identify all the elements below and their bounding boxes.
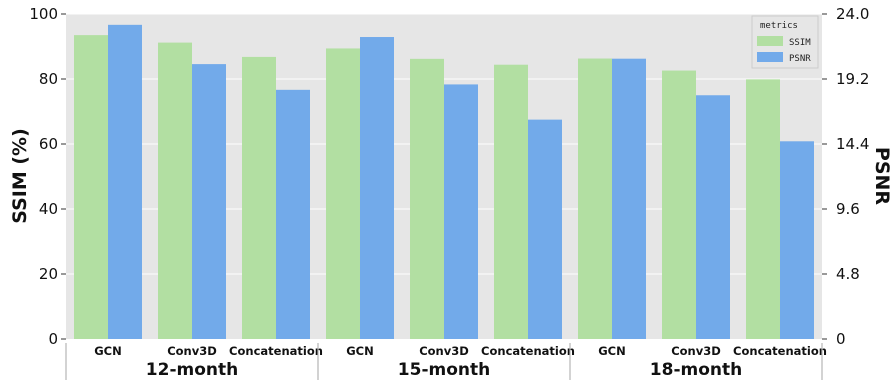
bar-ssim	[578, 58, 612, 340]
bar-psnr	[444, 84, 478, 340]
category-label: Concatenation	[229, 344, 323, 358]
legend-swatch-psnr	[757, 52, 783, 62]
left-tick-label: 100	[29, 5, 58, 23]
legend-swatch-ssim	[757, 36, 783, 46]
bar-psnr	[696, 95, 730, 339]
left-tick-label: 20	[39, 265, 58, 283]
category-label: GCN	[598, 344, 626, 358]
category-label: Conv3D	[167, 344, 217, 358]
y-axis-label: SSIM (%)	[9, 128, 31, 224]
right-tick-label: 9.6	[836, 200, 860, 218]
bar-psnr	[528, 119, 562, 339]
group-label: 15-month	[398, 360, 490, 380]
category-labels: GCN Conv3D Concatenation GCN Conv3D Concatena…	[94, 344, 827, 358]
bar-psnr	[612, 58, 646, 339]
bar-ssim	[74, 35, 108, 339]
y2-axis-label: PSNR	[871, 147, 893, 206]
left-tick-label: 40	[39, 200, 58, 218]
category-label: Conv3D	[419, 344, 469, 358]
bar-psnr	[360, 37, 394, 339]
left-tick-label: 60	[39, 135, 58, 153]
bar-ssim	[158, 42, 192, 339]
category-label: Conv3D	[671, 344, 721, 358]
category-label: Concatenation	[733, 344, 827, 358]
legend: metrics SSIM PSNR	[751, 15, 819, 69]
right-axis-ticks: 0 4.8 9.6 14.4 19.2 24.0	[822, 5, 869, 348]
bar-psnr	[108, 24, 142, 339]
bar-psnr	[780, 141, 814, 339]
bar-ssim	[242, 56, 276, 340]
bar-psnr	[276, 89, 310, 339]
group-labels: 12-month 15-month 18-month	[65, 343, 823, 380]
bar-ssim	[326, 48, 360, 339]
right-tick-label: 0	[836, 330, 846, 348]
right-tick-label: 4.8	[836, 265, 860, 283]
right-tick-label: 14.4	[836, 135, 869, 153]
group-label: 12-month	[146, 360, 238, 380]
bar-psnr	[192, 64, 226, 340]
bar-ssim	[494, 64, 528, 339]
right-tick-label: 19.2	[836, 70, 869, 88]
bar-ssim	[410, 58, 444, 339]
left-axis-ticks: 0 20 40 60 80 100	[29, 5, 66, 348]
category-label: GCN	[346, 344, 374, 358]
legend-label-psnr: PSNR	[789, 54, 811, 64]
legend-title: metrics	[760, 21, 798, 31]
bar-ssim	[662, 70, 696, 340]
group-label: 18-month	[650, 360, 742, 380]
left-tick-label: 0	[48, 330, 58, 348]
left-tick-label: 80	[39, 70, 58, 88]
category-label: GCN	[94, 344, 122, 358]
legend-label-ssim: SSIM	[789, 38, 811, 48]
right-tick-label: 24.0	[836, 5, 869, 23]
bar-ssim	[746, 79, 780, 339]
bars	[74, 24, 814, 340]
category-label: Concatenation	[481, 344, 575, 358]
